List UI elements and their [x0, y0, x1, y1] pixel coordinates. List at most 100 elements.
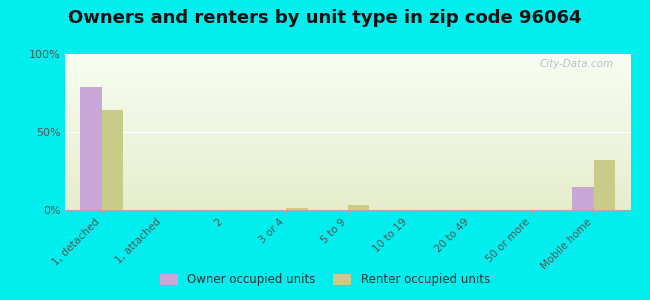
Bar [65, 163, 630, 165]
Bar [65, 79, 630, 80]
Bar [65, 182, 630, 184]
Bar [65, 74, 630, 76]
Bar [65, 151, 630, 152]
Bar [65, 202, 630, 204]
Bar [65, 77, 630, 79]
Bar [65, 65, 630, 67]
Bar [65, 127, 630, 129]
Bar [65, 176, 630, 177]
Bar [65, 208, 630, 210]
Bar [65, 205, 630, 207]
Bar [65, 190, 630, 191]
Bar [102, 110, 124, 210]
Bar [65, 59, 630, 60]
Bar [65, 145, 630, 146]
Bar [65, 115, 630, 116]
Bar [65, 96, 630, 98]
Bar [65, 90, 630, 92]
Bar [65, 102, 630, 104]
Bar [65, 99, 630, 101]
Bar [65, 204, 630, 205]
Bar [65, 68, 630, 70]
Bar [65, 109, 630, 110]
Bar [65, 187, 630, 188]
Bar [65, 169, 630, 171]
Bar [65, 85, 630, 87]
Bar [65, 180, 630, 182]
Bar [65, 207, 630, 208]
Bar [65, 71, 630, 73]
Text: Owners and renters by unit type in zip code 96064: Owners and renters by unit type in zip c… [68, 9, 582, 27]
Bar [65, 155, 630, 157]
Bar [65, 158, 630, 160]
Bar [65, 162, 630, 163]
Bar [65, 80, 630, 82]
Bar [65, 172, 630, 174]
Bar [65, 121, 630, 123]
Bar [65, 54, 630, 56]
Bar [65, 113, 630, 115]
Bar [65, 92, 630, 93]
Bar [65, 140, 630, 141]
Bar [65, 126, 630, 127]
Bar [65, 148, 630, 149]
Bar [65, 197, 630, 199]
Bar [65, 146, 630, 148]
Bar [65, 191, 630, 193]
Bar [65, 154, 630, 155]
Bar [572, 187, 593, 210]
Bar [65, 123, 630, 124]
Bar [65, 137, 630, 138]
Bar [65, 73, 630, 74]
Bar [65, 160, 630, 162]
Bar [65, 196, 630, 197]
Bar [65, 199, 630, 201]
Bar [348, 205, 369, 210]
Bar [65, 60, 630, 62]
Bar [81, 87, 102, 210]
Bar [593, 160, 615, 210]
Bar [65, 118, 630, 119]
Bar [65, 112, 630, 113]
Bar [65, 106, 630, 107]
Bar [65, 168, 630, 170]
Bar [65, 132, 630, 134]
Bar [65, 141, 630, 143]
Bar [65, 177, 630, 179]
Text: City-Data.com: City-Data.com [540, 59, 614, 69]
Bar [65, 84, 630, 85]
Bar [65, 70, 630, 71]
Bar [65, 130, 630, 132]
Bar [65, 119, 630, 121]
Bar [65, 116, 630, 118]
Bar [65, 67, 630, 68]
Bar [65, 129, 630, 130]
Bar [65, 152, 630, 154]
Bar [65, 56, 630, 57]
Bar [65, 138, 630, 140]
Bar [65, 107, 630, 109]
Bar [65, 165, 630, 166]
Bar [65, 174, 630, 176]
Bar [65, 104, 630, 106]
Bar [65, 184, 630, 185]
Bar [65, 171, 630, 172]
Bar [65, 194, 630, 196]
Bar [65, 62, 630, 63]
Bar [65, 63, 630, 65]
Bar [65, 135, 630, 137]
Bar [286, 208, 308, 210]
Bar [65, 188, 630, 190]
Bar [65, 57, 630, 59]
Bar [65, 98, 630, 99]
Bar [65, 179, 630, 180]
Bar [65, 93, 630, 94]
Bar [65, 149, 630, 151]
Bar [65, 134, 630, 135]
Bar [65, 193, 630, 194]
Bar [65, 76, 630, 77]
Bar [65, 185, 630, 187]
Bar [65, 157, 630, 158]
Bar [65, 82, 630, 84]
Bar [65, 101, 630, 102]
